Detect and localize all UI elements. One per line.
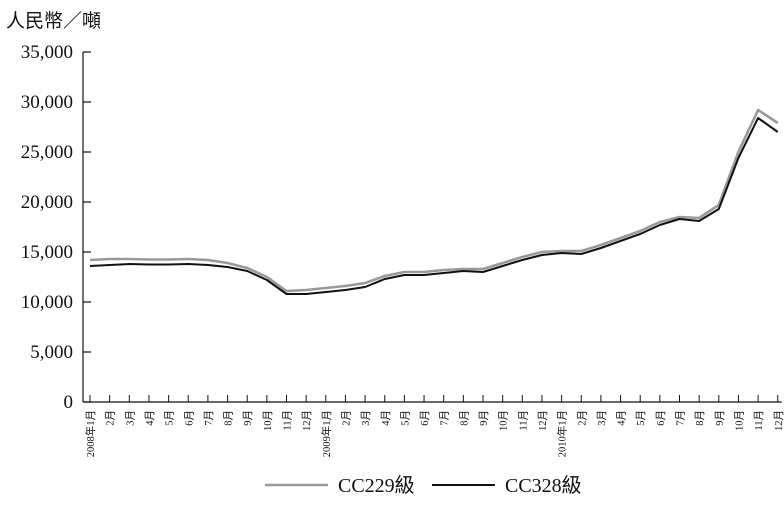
x-tick-label: 5月 bbox=[164, 410, 176, 426]
x-tick-label: 7月 bbox=[203, 410, 215, 426]
legend-label: CC229級 bbox=[338, 474, 415, 497]
y-tick-label: 0 bbox=[64, 392, 74, 413]
x-tick-label: 3月 bbox=[596, 410, 608, 426]
x-tick-label: 8月 bbox=[694, 410, 706, 426]
x-tick-label: 7月 bbox=[439, 410, 451, 426]
y-tick-label: 5,000 bbox=[30, 342, 73, 363]
x-tick-label: 6月 bbox=[183, 410, 195, 426]
x-tick-label: 12月 bbox=[301, 410, 313, 431]
x-tick-label: 5月 bbox=[635, 410, 647, 426]
y-tick-label: 35,000 bbox=[21, 42, 73, 63]
x-tick-label: 11月 bbox=[282, 410, 294, 431]
x-axis-ticks: 2008年1月 2月 3月 4月 5月 6月 7月 8月 9月 10月 11月 12月 2009年1月 2… bbox=[84, 395, 784, 457]
x-tick-label: 4月 bbox=[144, 410, 156, 426]
series-lines bbox=[89, 108, 779, 295]
x-tick-label: 9月 bbox=[478, 410, 490, 426]
x-tick-label: 3月 bbox=[360, 410, 372, 426]
x-tick-label: 10月 bbox=[262, 410, 274, 431]
y-tick-label: 15,000 bbox=[21, 242, 73, 263]
x-tick-label: 12月 bbox=[537, 410, 549, 431]
y-tick-label: 25,000 bbox=[21, 142, 73, 163]
legend-label: CC328級 bbox=[505, 474, 582, 497]
series-line-2 bbox=[89, 117, 779, 295]
x-tick-label: 2月 bbox=[576, 410, 588, 426]
series-line-1 bbox=[89, 108, 779, 293]
x-tick-label: 12月 bbox=[773, 410, 784, 431]
y-tick-label: 30,000 bbox=[21, 92, 73, 113]
x-tick-label: 2010年1月 bbox=[556, 410, 569, 457]
y-axis-ticks: 0 5,000 10,000 15,000 20,000 25,000 30,000 35,0… bbox=[21, 42, 91, 413]
y-tick-label: 10,000 bbox=[21, 292, 73, 313]
x-tick-label: 5月 bbox=[399, 410, 411, 426]
x-tick-label: 2月 bbox=[105, 410, 117, 426]
x-tick-label: 4月 bbox=[616, 410, 628, 426]
x-tick-label: 7月 bbox=[675, 410, 687, 426]
x-tick-label: 4月 bbox=[380, 410, 392, 426]
x-tick-label: 6月 bbox=[655, 410, 667, 426]
x-tick-label: 11月 bbox=[753, 410, 765, 431]
x-tick-label: 8月 bbox=[458, 410, 470, 426]
x-tick-label: 9月 bbox=[714, 410, 726, 426]
x-tick-label: 10月 bbox=[498, 410, 510, 431]
y-tick-label: 20,000 bbox=[21, 192, 73, 213]
axes bbox=[82, 52, 782, 403]
x-tick-label: 9月 bbox=[242, 410, 254, 426]
x-tick-label: 8月 bbox=[223, 410, 235, 426]
x-tick-label: 2月 bbox=[340, 410, 352, 426]
x-tick-label: 2008年1月 bbox=[84, 410, 97, 457]
x-tick-label: 11月 bbox=[517, 410, 529, 431]
y-unit-label: 人民幣／噸 bbox=[6, 10, 101, 32]
x-tick-label: 6月 bbox=[419, 410, 431, 426]
x-tick-label: 3月 bbox=[124, 410, 136, 426]
legend: CC229級 CC328級 bbox=[265, 474, 582, 497]
x-tick-label: 2009年1月 bbox=[320, 410, 333, 457]
x-tick-label: 10月 bbox=[733, 410, 745, 431]
